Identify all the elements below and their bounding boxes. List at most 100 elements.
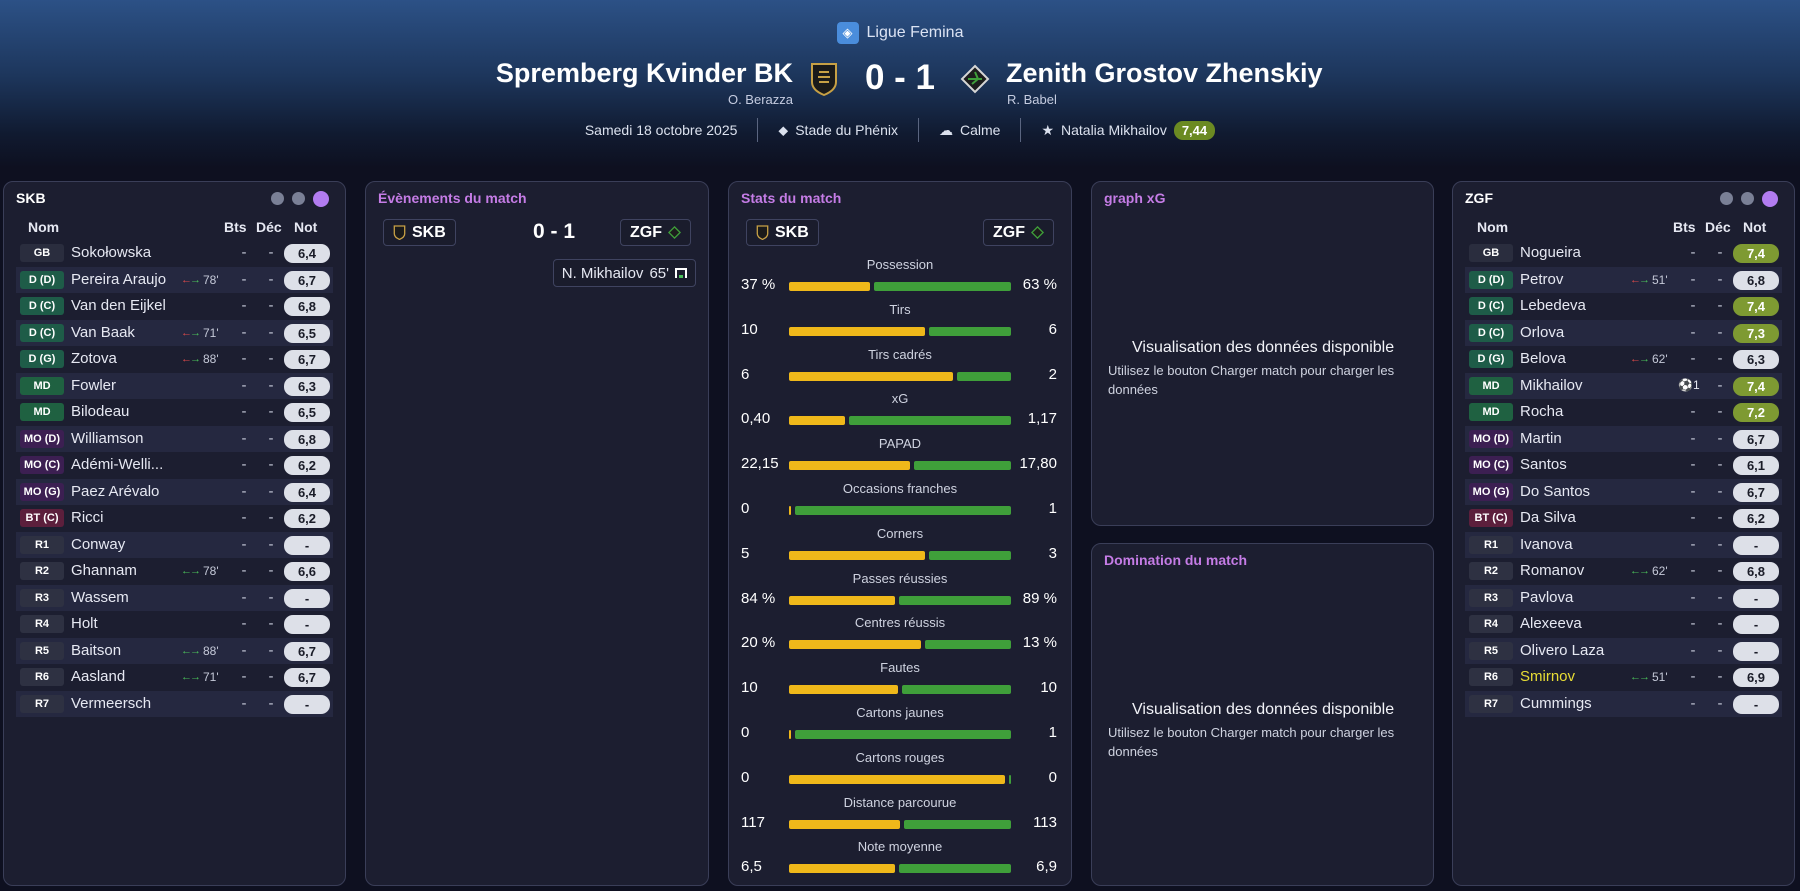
away-team-crest-icon[interactable]	[960, 62, 990, 96]
player-name[interactable]: Van den Eijkel	[71, 297, 166, 314]
player-name[interactable]: Ivanova	[1520, 535, 1573, 553]
player-row[interactable]: MO (G) Paez Arévalo - -6,4	[16, 478, 333, 505]
player-name[interactable]: Orlova	[1520, 323, 1565, 341]
decisive-cell: -	[268, 244, 274, 261]
player-name[interactable]: Pereira Araujo	[71, 270, 167, 288]
player-name[interactable]: Paez Arévalo	[71, 482, 160, 500]
player-name[interactable]: Baitson	[71, 641, 122, 659]
view-dot-1[interactable]	[1720, 192, 1733, 205]
player-name[interactable]: Olivero Laza	[1520, 641, 1605, 659]
player-name[interactable]: Da Silva	[1520, 509, 1576, 526]
player-row[interactable]: R2 Romanov ←→ 62' - -6,8	[1465, 558, 1782, 585]
player-name[interactable]: Zotova	[71, 350, 117, 367]
player-row[interactable]: D (C) Lebedeva - -7,4	[1465, 293, 1782, 320]
player-name[interactable]: Santos	[1520, 456, 1567, 473]
player-row[interactable]: R2 Ghannam ←→ 78' - -6,6	[16, 558, 333, 585]
stats-away-chip[interactable]: ZGF	[983, 219, 1054, 246]
player-name[interactable]: Ricci	[71, 509, 104, 526]
view-dot-2[interactable]	[1741, 192, 1754, 205]
player-row[interactable]: BT (C) Ricci - -6,2	[16, 505, 333, 532]
player-row[interactable]: R4 Holt - - -	[16, 611, 333, 638]
player-name[interactable]: Alexeeva	[1520, 615, 1582, 632]
stat-label: Cartons rouges	[855, 749, 945, 765]
home-coach[interactable]: O. Berazza	[727, 92, 793, 107]
stats-home-chip[interactable]: SKB	[746, 219, 819, 246]
league-title[interactable]: ◈ Ligue Femina	[0, 22, 1800, 44]
player-row[interactable]: MD Fowler - -6,3	[16, 372, 333, 399]
events-away-chip[interactable]: ZGF	[620, 219, 691, 246]
goal-event[interactable]: N. Mikhailov 65'	[552, 259, 696, 287]
player-name[interactable]: Martin	[1520, 429, 1562, 447]
player-row[interactable]: MO (D) Martin - -6,7	[1465, 425, 1782, 452]
player-row[interactable]: R7 Cummings - - -	[1465, 690, 1782, 717]
player-row[interactable]: MO (C) Santos - -6,1	[1465, 452, 1782, 479]
player-row[interactable]: D (G) Belova ←→ 62' - -6,3	[1465, 346, 1782, 373]
view-dot-3[interactable]	[313, 191, 329, 207]
events-home-chip[interactable]: SKB	[383, 219, 456, 246]
player-name[interactable]: Bilodeau	[71, 403, 130, 420]
player-row[interactable]: MD Rocha - -7,2	[1465, 399, 1782, 426]
player-name[interactable]: Nogueira	[1520, 244, 1581, 261]
player-name[interactable]: Rocha	[1520, 403, 1564, 420]
player-name[interactable]: Holt	[71, 615, 98, 632]
player-name[interactable]: Pavlova	[1520, 588, 1574, 606]
player-row[interactable]: GB Nogueira - -7,4	[1465, 240, 1782, 267]
player-name[interactable]: Petrov	[1520, 270, 1564, 288]
player-name[interactable]: Fowler	[71, 376, 117, 394]
player-name[interactable]: Romanov	[1520, 562, 1585, 579]
player-name[interactable]: Wassem	[71, 588, 129, 606]
player-row[interactable]: MO (D) Williamson - -6,8	[16, 425, 333, 452]
player-name[interactable]: Mikhailov	[1520, 376, 1583, 394]
player-name[interactable]: Aasland	[71, 668, 126, 685]
stat-row: xG 0,40 1,17	[729, 391, 1071, 436]
home-team-name[interactable]: Spremberg Kvinder BK	[495, 58, 793, 88]
player-row[interactable]: R3 Pavlova - - -	[1465, 584, 1782, 611]
player-row[interactable]: R3 Wassem - - -	[16, 584, 333, 611]
player-row[interactable]: MO (G) Do Santos - -6,7	[1465, 478, 1782, 505]
player-row[interactable]: D (G) Zotova ←→ 88' - -6,7	[16, 346, 333, 373]
player-name[interactable]: Sokołowska	[71, 244, 152, 261]
view-dot-1[interactable]	[271, 192, 284, 205]
player-row[interactable]: D (D) Pereira Araujo ←→ 78' - -6,7	[16, 266, 333, 293]
player-of-match[interactable]: ★ Natalia Mikhailov 7,44	[1021, 120, 1235, 140]
away-team-crest-icon	[668, 225, 681, 240]
player-row[interactable]: R6 Smirnov ←→ 51' - -6,9	[1465, 664, 1782, 691]
player-name[interactable]: Belova	[1520, 350, 1566, 367]
player-row[interactable]: R1 Ivanova - - -	[1465, 531, 1782, 558]
stat-label: Distance parcourue	[843, 794, 957, 810]
stat-bar-home	[789, 685, 898, 695]
away-coach[interactable]: R. Babel	[1007, 92, 1057, 107]
away-team-name[interactable]: Zenith Grostov Zhenskiy	[1006, 58, 1323, 88]
player-name[interactable]: Smirnov	[1520, 668, 1576, 685]
stadium-info[interactable]: ⬥ Stade du Phénix	[778, 121, 898, 139]
player-row[interactable]: R7 Vermeersch - - -	[16, 690, 333, 717]
player-name[interactable]: Van Baak	[71, 323, 135, 341]
player-name[interactable]: Lebedeva	[1520, 297, 1586, 314]
player-row[interactable]: MD Mikhailov ⚽1 -7,4	[1465, 372, 1782, 399]
player-row[interactable]: GB Sokołowska - -6,4	[16, 240, 333, 267]
player-name[interactable]: Adémi-Welli...	[71, 456, 164, 473]
player-name[interactable]: Williamson	[71, 429, 144, 447]
player-name[interactable]: Do Santos	[1520, 482, 1591, 500]
player-row[interactable]: MD Bilodeau - -6,5	[16, 399, 333, 426]
player-row[interactable]: R4 Alexeeva - - -	[1465, 611, 1782, 638]
player-row[interactable]: D (C) Van Baak ←→ 71' - -6,5	[16, 319, 333, 346]
player-row[interactable]: R5 Baitson ←→ 88' - -6,7	[16, 637, 333, 664]
player-row[interactable]: D (C) Orlova - -7,3	[1465, 319, 1782, 346]
player-row[interactable]: R5 Olivero Laza - - -	[1465, 637, 1782, 664]
player-name[interactable]: Conway	[71, 535, 126, 553]
goals-cell: -	[241, 482, 247, 500]
player-row[interactable]: D (C) Van den Eijkel - -6,8	[16, 293, 333, 320]
view-dot-2[interactable]	[292, 192, 305, 205]
player-name[interactable]: Cummings	[1520, 694, 1592, 712]
home-team-crest-icon[interactable]	[809, 62, 839, 96]
view-dot-3[interactable]	[1762, 191, 1778, 207]
player-row[interactable]: R1 Conway - - -	[16, 531, 333, 558]
stat-away-value: 113	[1033, 813, 1057, 831]
player-row[interactable]: BT (C) Da Silva - -6,2	[1465, 505, 1782, 532]
player-name[interactable]: Vermeersch	[71, 694, 152, 712]
player-row[interactable]: D (D) Petrov ←→ 51' - -6,8	[1465, 266, 1782, 293]
player-row[interactable]: R6 Aasland ←→ 71' - -6,7	[16, 664, 333, 691]
player-row[interactable]: MO (C) Adémi-Welli... - -6,2	[16, 452, 333, 479]
player-name[interactable]: Ghannam	[71, 562, 137, 579]
